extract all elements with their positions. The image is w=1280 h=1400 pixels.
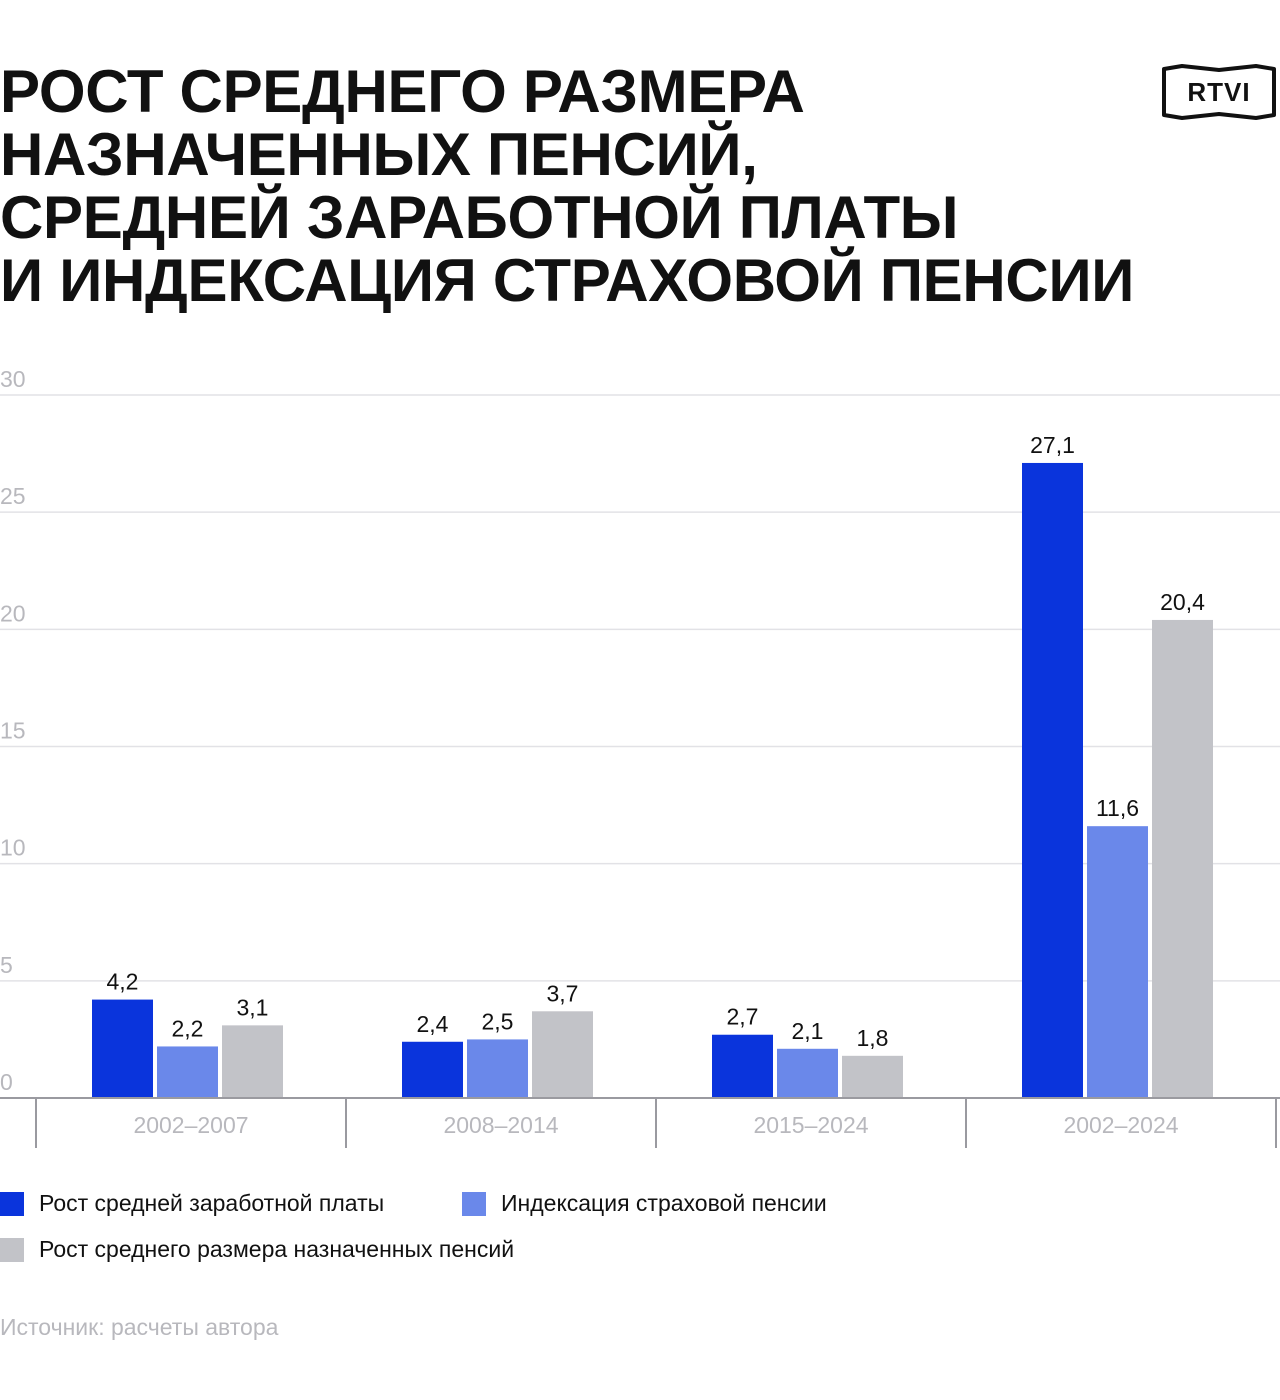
title-line: СРЕДНЕЙ ЗАРАБОТНОЙ ПЛАТЫ	[0, 184, 959, 251]
legend-label: Рост среднего размера назначенных пенсий	[39, 1236, 515, 1262]
legend-label: Рост средней заработной платы	[39, 1190, 385, 1216]
bar-value-label: 20,4	[1160, 589, 1205, 615]
legend-item-wages: Рост средней заработной платы	[0, 1190, 384, 1217]
bar-value-label: 11,6	[1096, 795, 1139, 821]
legend-label: Индексация страховой пенсии	[501, 1190, 827, 1216]
title-line: РОСТ СРЕДНЕГО РАЗМЕРА	[0, 58, 805, 125]
chart-title: РОСТ СРЕДНЕГО РАЗМЕРА НАЗНАЧЕННЫХ ПЕНСИЙ…	[0, 60, 1180, 312]
bar-value-label: 1,8	[857, 1025, 889, 1051]
bar-value-label: 2,7	[727, 1004, 759, 1030]
bar	[842, 1055, 903, 1098]
legend-swatch	[462, 1191, 486, 1216]
legend-swatch	[0, 1237, 24, 1262]
x-tick-label: 2002–2007	[133, 1112, 248, 1138]
bar	[1022, 462, 1083, 1098]
y-tick-label: 20	[0, 600, 26, 626]
bar-value-label: 2,5	[482, 1008, 514, 1034]
bar	[532, 1011, 593, 1098]
x-axis: 2002–2007 2008–2014 2015–2024 2002–2024	[0, 1097, 1280, 1148]
y-tick-label: 10	[0, 835, 26, 861]
title-line: НАЗНАЧЕННЫХ ПЕНСИЙ,	[0, 121, 758, 188]
bar	[157, 1046, 218, 1098]
source-note: Источник: расчеты автора	[0, 1314, 279, 1340]
bar-value-label: 2,1	[792, 1018, 824, 1044]
bar-value-label: 2,2	[172, 1015, 204, 1041]
bar	[222, 1025, 283, 1098]
x-tick-label: 2002–2024	[1063, 1112, 1178, 1138]
title-line: И ИНДЕКСАЦИЯ СТРАХОВОЙ ПЕНСИИ	[0, 247, 1135, 314]
y-axis-ticks: 0 5 10 15 20 25 30	[0, 366, 26, 1095]
bar	[467, 1039, 528, 1098]
bars	[92, 462, 1213, 1098]
bar-value-label: 3,1	[237, 994, 269, 1020]
value-labels: 4,2 2,2 3,1 2,4 2,5 3,7 2,7 2,1 1,8 27,1 11,6 20,4	[107, 432, 1206, 1051]
x-tick-label: 2015–2024	[753, 1112, 868, 1138]
y-tick-label: 0	[0, 1069, 13, 1095]
bar-chart: 0 5 10 15 20 25 30 4,2 2,2 3,1 2,4 2,5 3,7 2,7 2,1 1,8…	[0, 366, 1280, 1148]
bar	[1087, 826, 1148, 1098]
bar-value-label: 2,4	[417, 1011, 449, 1037]
legend-item-pensions: Рост среднего размера назначенных пенсий	[0, 1236, 514, 1263]
bar	[712, 1034, 773, 1098]
bar	[1152, 619, 1213, 1098]
y-tick-label: 15	[0, 718, 26, 744]
y-tick-label: 5	[0, 952, 13, 978]
bar-value-label: 3,7	[547, 980, 579, 1006]
bar-value-label: 27,1	[1030, 432, 1075, 458]
bar	[92, 999, 153, 1098]
y-tick-label: 30	[0, 366, 26, 392]
rtvi-logo-icon: RTVI	[1162, 64, 1276, 120]
logo-text: RTVI	[1187, 77, 1250, 107]
x-tick-label: 2008–2014	[443, 1112, 558, 1138]
legend-swatch	[0, 1191, 24, 1216]
bar	[402, 1041, 463, 1098]
bar-value-label: 4,2	[107, 969, 139, 995]
bar	[777, 1048, 838, 1098]
legend-item-indexation: Индексация страховой пенсии	[462, 1190, 827, 1217]
y-tick-label: 25	[0, 483, 26, 509]
